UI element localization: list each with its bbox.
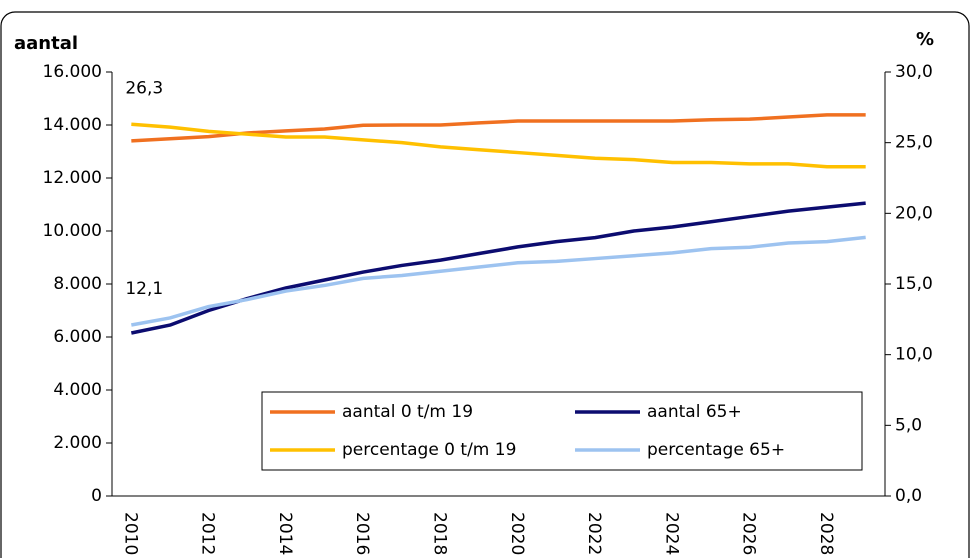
y2-tick-label: 25,0 [895, 133, 933, 153]
x-tick-label: 2016 [352, 512, 372, 555]
series-line [130, 201, 866, 335]
x-tick-label: 2010 [120, 512, 140, 555]
x-tick-label: 2014 [275, 512, 295, 555]
y2-tick-label: 5,0 [895, 415, 922, 435]
series-line [131, 113, 866, 143]
legend-label: percentage 65+ [647, 440, 785, 460]
x-tick-label: 2012 [198, 512, 218, 555]
y2-tick-label: 15,0 [895, 274, 933, 294]
x-tick-label: 2024 [661, 512, 681, 555]
data-label: 12,1 [125, 279, 163, 299]
legend-box [261, 391, 863, 471]
x-tick-label: 2018 [430, 512, 450, 555]
y-axis-title: aantal [14, 33, 78, 54]
x-tick-label: 2028 [816, 512, 836, 555]
x-tick-label: 2026 [739, 512, 759, 555]
y-tick-label: 10.000 [43, 221, 102, 241]
y-tick-label: 8.000 [53, 274, 102, 294]
y2-tick-label: 20,0 [895, 203, 933, 223]
x-tick-label: 2022 [584, 512, 604, 555]
legend-label: aantal 0 t/m 19 [342, 402, 473, 422]
legend-label: percentage 0 t/m 19 [342, 440, 516, 460]
y-tick-label: 4.000 [53, 380, 102, 400]
y-tick-label: 6.000 [53, 327, 102, 347]
series-line [131, 122, 866, 169]
y2-tick-label: 0,0 [895, 486, 922, 506]
frame [0, 11, 970, 558]
legend-label: aantal 65+ [647, 402, 742, 422]
y-tick-label: 16.000 [43, 62, 102, 82]
y-tick-label: 2.000 [53, 433, 102, 453]
x-tick-label: 2020 [507, 512, 527, 555]
y-tick-label: 12.000 [43, 168, 102, 188]
y2-axis-title: % [916, 29, 934, 50]
series-line [131, 235, 866, 327]
data-label: 26,3 [125, 78, 163, 98]
y-tick-label: 14.000 [43, 115, 102, 135]
y2-tick-label: 10,0 [895, 345, 933, 365]
y2-tick-label: 30,0 [895, 62, 933, 82]
y-tick-label: 0 [91, 486, 102, 506]
